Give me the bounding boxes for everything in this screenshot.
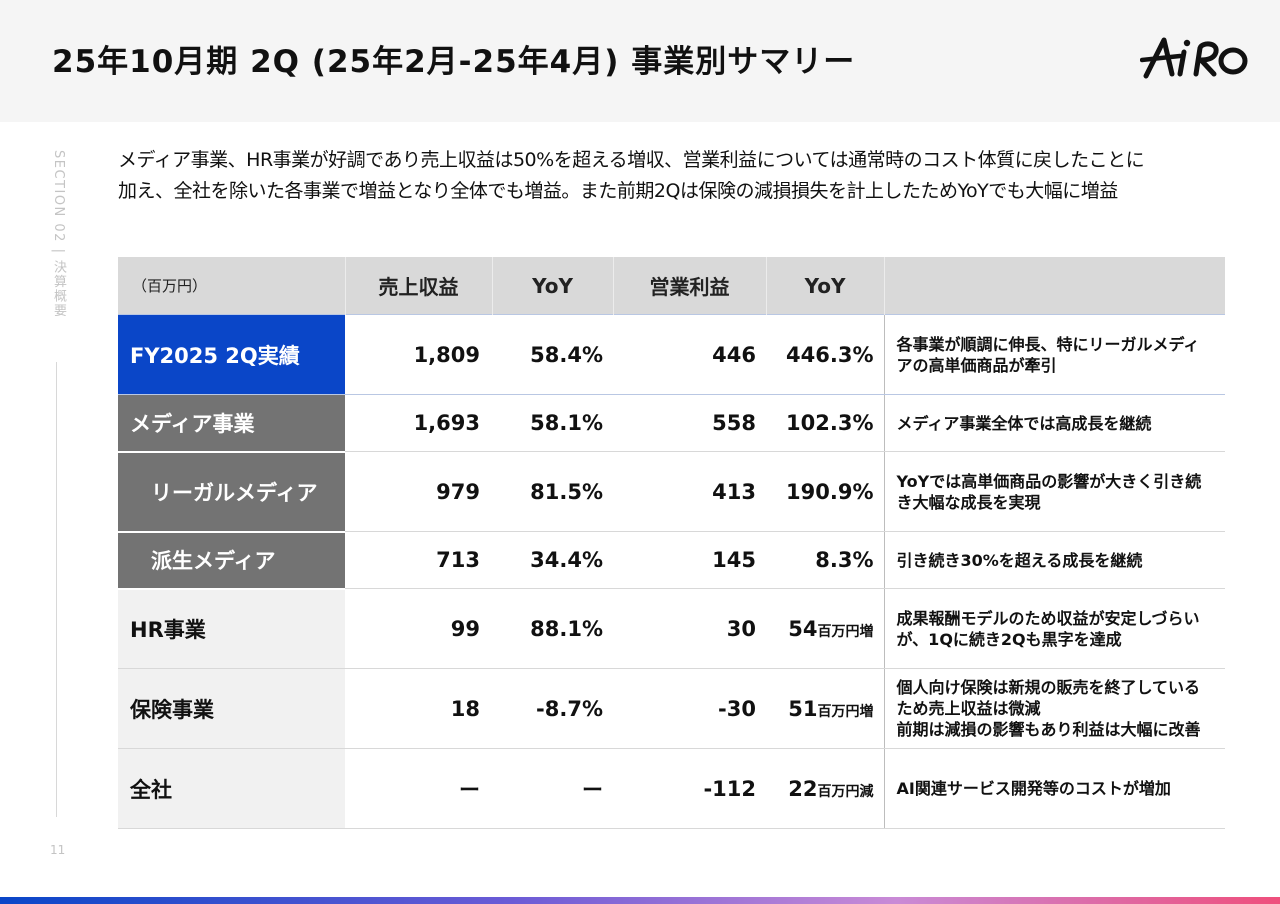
- row-label: リーガルメディア: [118, 451, 345, 533]
- revenue-yoy-cell: ー: [492, 748, 613, 829]
- revenue-cell: 979: [345, 451, 492, 532]
- operating-profit-cell: 558: [613, 394, 766, 452]
- op-yoy-cell: 190.9%: [766, 451, 884, 532]
- comment-cell: メディア事業全体では高成長を継続: [883, 394, 1225, 452]
- comment-line: き大幅な成長を実現: [896, 492, 1041, 512]
- revenue-yoy-cell: 88.1%: [492, 588, 613, 669]
- operating-profit-cell: -30: [613, 668, 766, 749]
- revenue-cell: ー: [345, 748, 492, 829]
- comment-line: アの高単価商品が牽引: [896, 355, 1057, 375]
- row-label: HR事業: [118, 588, 345, 669]
- comment-cell: 成果報酬モデルのため収益が安定しづらい が、1Qに続き2Qも黒字を達成: [883, 588, 1225, 669]
- table-header-row: （百万円） 売上収益 YoY 営業利益 YoY: [118, 257, 1225, 315]
- table-row: メディア事業 1,693 58.1% 558 102.3% メディア事業全体では…: [118, 394, 1225, 453]
- row-label: 全社: [118, 748, 345, 829]
- comment-line: 個人向け保険は新規の販売を終了している: [896, 678, 1201, 697]
- op-yoy-unit: 百万円減: [817, 783, 874, 800]
- comment-line: AI関連サービス開発等のコストが増加: [896, 779, 1171, 798]
- operating-profit-header: 営業利益: [612, 257, 766, 315]
- op-yoy-cell: 54百万円増: [766, 588, 884, 669]
- section-label: SECTION 02 | 決算概要: [51, 150, 66, 319]
- op-yoy-value: 446.3%: [786, 342, 874, 367]
- comment-line: 引き続き30%を超える成長を継続: [896, 550, 1143, 570]
- table-row: リーガルメディア 979 81.5% 413 190.9% YoYでは高単価商品…: [118, 451, 1225, 533]
- revenue-cell: 713: [345, 531, 492, 589]
- revenue-cell: 1,693: [345, 394, 492, 452]
- operating-profit-cell: 145: [613, 531, 766, 589]
- op-yoy-value: 22: [788, 776, 818, 801]
- revenue-yoy-cell: -8.7%: [492, 668, 613, 749]
- comment-cell: 各事業が順調に伸長、特にリーガルメディ アの高単価商品が牽引: [883, 314, 1225, 395]
- comment-cell: YoYでは高単価商品の影響が大きく引き続 き大幅な成長を実現: [883, 451, 1225, 532]
- operating-profit-cell: 446: [613, 314, 766, 395]
- row-label: 派生メディア: [118, 531, 345, 590]
- row-label: メディア事業: [118, 394, 345, 453]
- revenue-yoy-cell: 58.1%: [492, 394, 613, 452]
- row-label: FY2025 2Q実績: [118, 314, 345, 395]
- op-yoy-value: 190.9%: [786, 479, 874, 504]
- op-yoy-cell: 51百万円増: [766, 668, 884, 749]
- table-row: 派生メディア 713 34.4% 145 8.3% 引き続き30%を超える成長を…: [118, 531, 1225, 590]
- row-label: 保険事業: [118, 668, 345, 749]
- op-yoy-value: 8.3%: [815, 548, 874, 572]
- comment-line: 各事業が順調に伸長、特にリーガルメディ: [896, 334, 1200, 354]
- airo-logo: [1140, 37, 1248, 79]
- revenue-header: 売上収益: [344, 257, 492, 315]
- op-yoy-value: 102.3%: [786, 411, 874, 435]
- op-yoy-cell: 22百万円減: [766, 748, 884, 829]
- comment-cell: AI関連サービス開発等のコストが増加: [883, 748, 1225, 829]
- table-row: HR事業 99 88.1% 30 54百万円増 成果報酬モデルのため収益が安定し…: [118, 588, 1225, 669]
- comment-line: 成果報酬モデルのため収益が安定しづらい: [896, 608, 1200, 628]
- op-yoy-unit: 百万円増: [817, 703, 874, 720]
- comment-line: メディア事業全体では高成長を継続: [896, 413, 1152, 433]
- operating-profit-cell: 413: [613, 451, 766, 532]
- table-row: FY2025 2Q実績 1,809 58.4% 446 446.3% 各事業が順…: [118, 314, 1225, 395]
- op-yoy-unit: 百万円増: [817, 623, 874, 640]
- op-yoy-cell: 446.3%: [766, 314, 884, 395]
- segment-summary-table: （百万円） 売上収益 YoY 営業利益 YoY FY2025 2Q実績 1,80…: [118, 257, 1225, 829]
- op-yoy-cell: 102.3%: [766, 394, 884, 452]
- table-row: 保険事業 18 -8.7% -30 51百万円増 個人向け保険は新規の販売を終了…: [118, 668, 1225, 749]
- revenue-yoy-cell: 34.4%: [492, 531, 613, 589]
- op-yoy-value: 54: [788, 616, 818, 641]
- comment-line: 前期は減損の影響もあり利益は大幅に改善: [896, 720, 1201, 739]
- revenue-cell: 99: [345, 588, 492, 669]
- summary-line: 加え、全社を除いた各事業で増益となり全体でも増益。また前期2Qは保険の減損損失を…: [118, 180, 1118, 202]
- comment-line: が、1Qに続き2Qも黒字を達成: [896, 629, 1122, 649]
- op-yoy-header: YoY: [765, 257, 884, 315]
- op-yoy-value: 51: [788, 696, 818, 721]
- op-yoy-cell: 8.3%: [766, 531, 884, 589]
- page-title: 25年10月期 2Q (25年2月-25年4月) 事業別サマリー: [52, 44, 856, 80]
- summary-line: メディア事業、HR事業が好調であり売上収益は50%を超える増収、営業利益について…: [118, 149, 1145, 171]
- operating-profit-cell: 30: [613, 588, 766, 669]
- operating-profit-cell: -112: [613, 748, 766, 829]
- slide-header: 25年10月期 2Q (25年2月-25年4月) 事業別サマリー: [0, 0, 1280, 122]
- revenue-cell: 1,809: [345, 314, 492, 395]
- section-divider: [56, 362, 57, 817]
- comment-line: ため売上収益は微減: [896, 699, 1041, 718]
- comment-cell: 個人向け保険は新規の販売を終了している ため売上収益は微減 前期は減損の影響もあ…: [883, 668, 1225, 749]
- page-number: 11: [50, 843, 66, 857]
- revenue-yoy-header: YoY: [491, 257, 613, 315]
- revenue-yoy-cell: 81.5%: [492, 451, 613, 532]
- comment-line: YoYでは高単価商品の影響が大きく引き続: [896, 471, 1202, 491]
- bottom-gradient-bar: [0, 897, 1280, 904]
- unit-header: （百万円）: [118, 257, 345, 315]
- comment-cell: 引き続き30%を超える成長を継続: [883, 531, 1225, 589]
- revenue-yoy-cell: 58.4%: [492, 314, 613, 395]
- table-row: 全社 ー ー -112 22百万円減 AI関連サービス開発等のコストが増加: [118, 748, 1225, 829]
- revenue-cell: 18: [345, 668, 492, 749]
- comment-header: [883, 257, 1225, 315]
- summary-text: メディア事業、HR事業が好調であり売上収益は50%を超える増収、営業利益について…: [118, 145, 1238, 207]
